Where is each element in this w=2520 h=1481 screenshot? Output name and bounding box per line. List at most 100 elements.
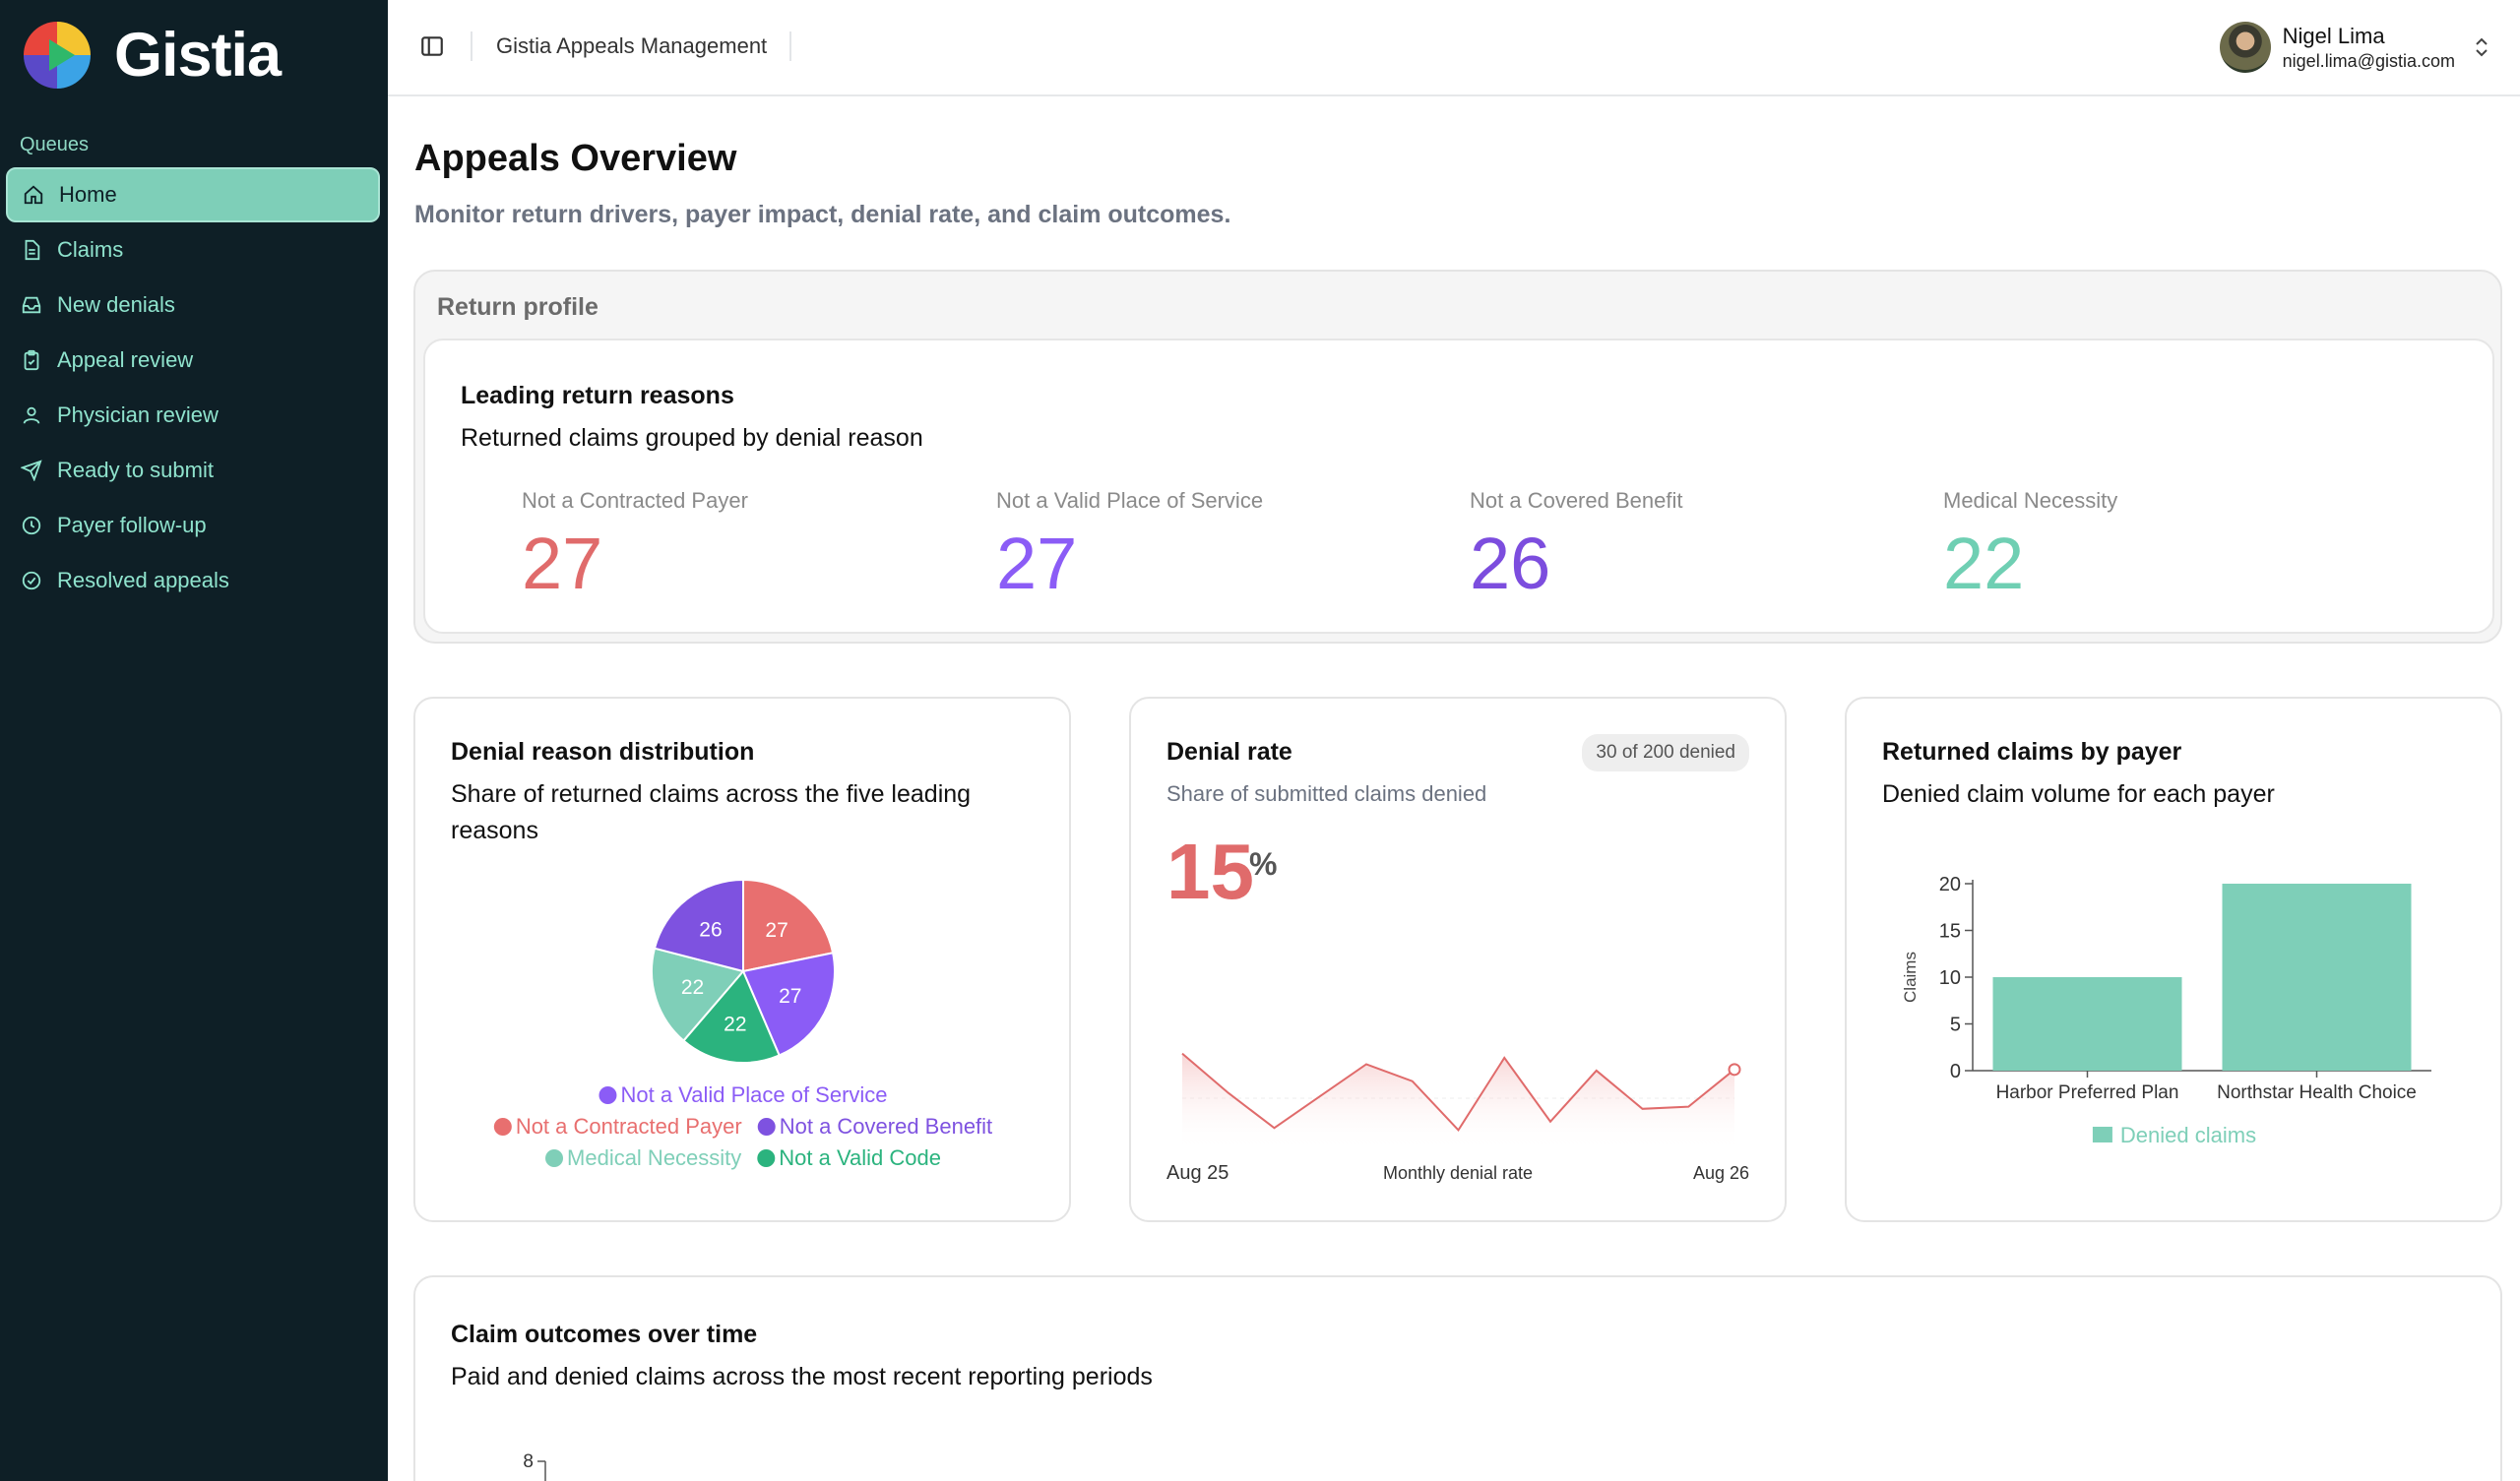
user-icon: [20, 403, 43, 427]
x-tick-label: Harbor Preferred Plan: [1996, 1082, 2179, 1103]
page-title: Appeals Overview: [414, 138, 737, 179]
app-logo[interactable]: Gistia: [20, 18, 282, 93]
top-header: Gistia Appeals Management Nigel Lima nig…: [388, 0, 2520, 96]
sidebar-item-claims[interactable]: Claims: [6, 222, 380, 278]
sidebar-item-payer-follow-up[interactable]: Payer follow-up: [6, 498, 380, 553]
file-icon: [20, 238, 43, 262]
legend-swatch: [757, 1118, 776, 1136]
return-profile-section: Return profile Leading return reasons Re…: [413, 270, 2502, 644]
user-email: nigel.lima@gistia.com: [2282, 50, 2455, 71]
claim-outcomes-card: Claim outcomes over time Paid and denied…: [413, 1275, 2502, 1481]
clock-icon: [20, 514, 43, 537]
sidebar-item-new-denials[interactable]: New denials: [6, 278, 380, 333]
pie-slice: [653, 878, 744, 973]
legend-swatch: [545, 1149, 564, 1167]
pie-slice-label: 27: [765, 919, 788, 942]
legend-swatch: [493, 1118, 512, 1136]
sidebar-item-physician-review[interactable]: Physician review: [6, 388, 380, 443]
pie-slice: [741, 952, 836, 1057]
legend-label: Not a Valid Place of Service: [620, 1082, 887, 1107]
section-label: Return profile: [437, 293, 598, 321]
y-tick-label: 5: [1950, 1015, 1961, 1036]
sidebar-item-label: New denials: [57, 292, 175, 317]
user-name: Nigel Lima: [2282, 23, 2385, 48]
y-tick-label: 8: [523, 1451, 534, 1472]
x-tick-label: Northstar Health Choice: [2217, 1082, 2417, 1103]
y-tick-label: 20: [1939, 874, 1961, 895]
kpi-value: 27: [996, 523, 1078, 604]
line-area: [1182, 1053, 1734, 1151]
home-icon: [22, 183, 45, 207]
card-title: Denial reason distribution: [451, 738, 755, 766]
legend-swatch: [598, 1086, 617, 1104]
card-title: Leading return reasons: [461, 382, 734, 409]
pie-slice-label: 27: [779, 985, 801, 1008]
y-tick-label: 10: [1939, 967, 1961, 989]
pie-slice: [682, 969, 781, 1064]
sidebar-item-resolved-appeals[interactable]: Resolved appeals: [6, 553, 380, 608]
send-icon: [20, 459, 43, 482]
card-subtitle: Share of returned claims across the five…: [451, 780, 972, 844]
x-axis-start-label: Aug 25: [1166, 1162, 1228, 1184]
x-axis-title: Monthly denial rate: [1383, 1163, 1533, 1183]
legend-label: Not a Contracted Payer: [516, 1114, 742, 1139]
header-title: Gistia Appeals Management: [496, 33, 768, 58]
legend-label: Medical Necessity: [567, 1145, 741, 1170]
header-divider: [789, 31, 791, 61]
queues-label: Queues: [20, 134, 90, 155]
gistia-logo-icon: [24, 22, 91, 89]
kpi-label: Not a Valid Place of Service: [996, 488, 1264, 513]
pie-chart: 27 27 22 22 26 Not a Valid Place of Service No…: [493, 878, 992, 1170]
pie-slice-label: 22: [681, 976, 704, 999]
kpi-label: Not a Contracted Payer: [522, 488, 748, 513]
avatar: [2219, 22, 2271, 73]
kpi-medical-necessity: Medical Necessity 22: [1943, 488, 2117, 605]
pie-slice: [742, 878, 835, 973]
line-series: [1181, 1052, 1735, 1133]
card-subtitle: Share of submitted claims denied: [1166, 781, 1487, 806]
card-title: Denial rate: [1166, 738, 1292, 766]
y-axis-title: Claims: [1901, 952, 1920, 1003]
kpi-value: 27: [522, 523, 603, 604]
denial-rate-card: Denial rate 30 of 200 denied Share of su…: [1129, 697, 1787, 1222]
legend-swatch: [757, 1149, 776, 1167]
header-divider: [471, 31, 472, 61]
sidebar-item-label: Payer follow-up: [57, 513, 207, 537]
sidebar-item-label: Claims: [57, 237, 124, 262]
card-title: Claim outcomes over time: [451, 1321, 758, 1348]
app-name: Gistia: [114, 21, 282, 90]
user-menu[interactable]: Nigel Lima nigel.lima@gistia.com: [2219, 22, 2490, 73]
sidebar-nav: Home Claims New denials Appeal review Ph…: [6, 167, 380, 608]
sidebar-item-ready-to-submit[interactable]: Ready to submit: [6, 443, 380, 498]
y-tick-label: 15: [1939, 921, 1961, 943]
check-circle-icon: [20, 569, 43, 592]
kpi-value: 22: [1943, 523, 2025, 604]
sidebar-item-home[interactable]: Home: [6, 167, 380, 222]
sidebar-item-label: Physician review: [57, 402, 219, 427]
denial-distribution-card: Denial reason distribution Share of retu…: [413, 697, 1071, 1222]
sidebar-item-label: Ready to submit: [57, 458, 214, 482]
bar: [1992, 977, 2182, 1071]
sidebar: Gistia Queues Home Claims New denials Ap…: [0, 0, 388, 1481]
legend-label: Denied claims: [2120, 1123, 2256, 1147]
card-title: Returned claims by payer: [1882, 738, 2182, 766]
bar: [2222, 884, 2412, 1071]
kpi-label: Not a Covered Benefit: [1470, 488, 1683, 513]
denial-rate-unit: %: [1249, 846, 1278, 882]
sidebar-item-appeal-review[interactable]: Appeal review: [6, 333, 380, 388]
sidebar-item-label: Home: [59, 182, 117, 207]
kpi-not-valid-place-of-service: Not a Valid Place of Service 27: [996, 488, 1263, 605]
pie-slice: [651, 947, 745, 1042]
kpi-not-contracted-payer: Not a Contracted Payer 27: [522, 488, 748, 605]
clipboard-check-icon: [20, 348, 43, 372]
sidebar-toggle-icon[interactable]: [419, 33, 445, 59]
leading-return-reasons-card: Leading return reasons Returned claims g…: [423, 339, 2494, 634]
line-end-point: [1728, 1063, 1741, 1077]
status-badge: 30 of 200 denied: [1582, 734, 1749, 771]
returned-by-payer-card: Returned claims by payer Denied claim vo…: [1845, 697, 2502, 1222]
card-subtitle: Paid and denied claims across the most r…: [451, 1363, 1153, 1390]
y-tick-label: 0: [1950, 1061, 1961, 1082]
sidebar-item-label: Resolved appeals: [57, 568, 229, 592]
legend-label: Not a Covered Benefit: [780, 1114, 992, 1139]
kpi-label: Medical Necessity: [1943, 488, 2118, 513]
